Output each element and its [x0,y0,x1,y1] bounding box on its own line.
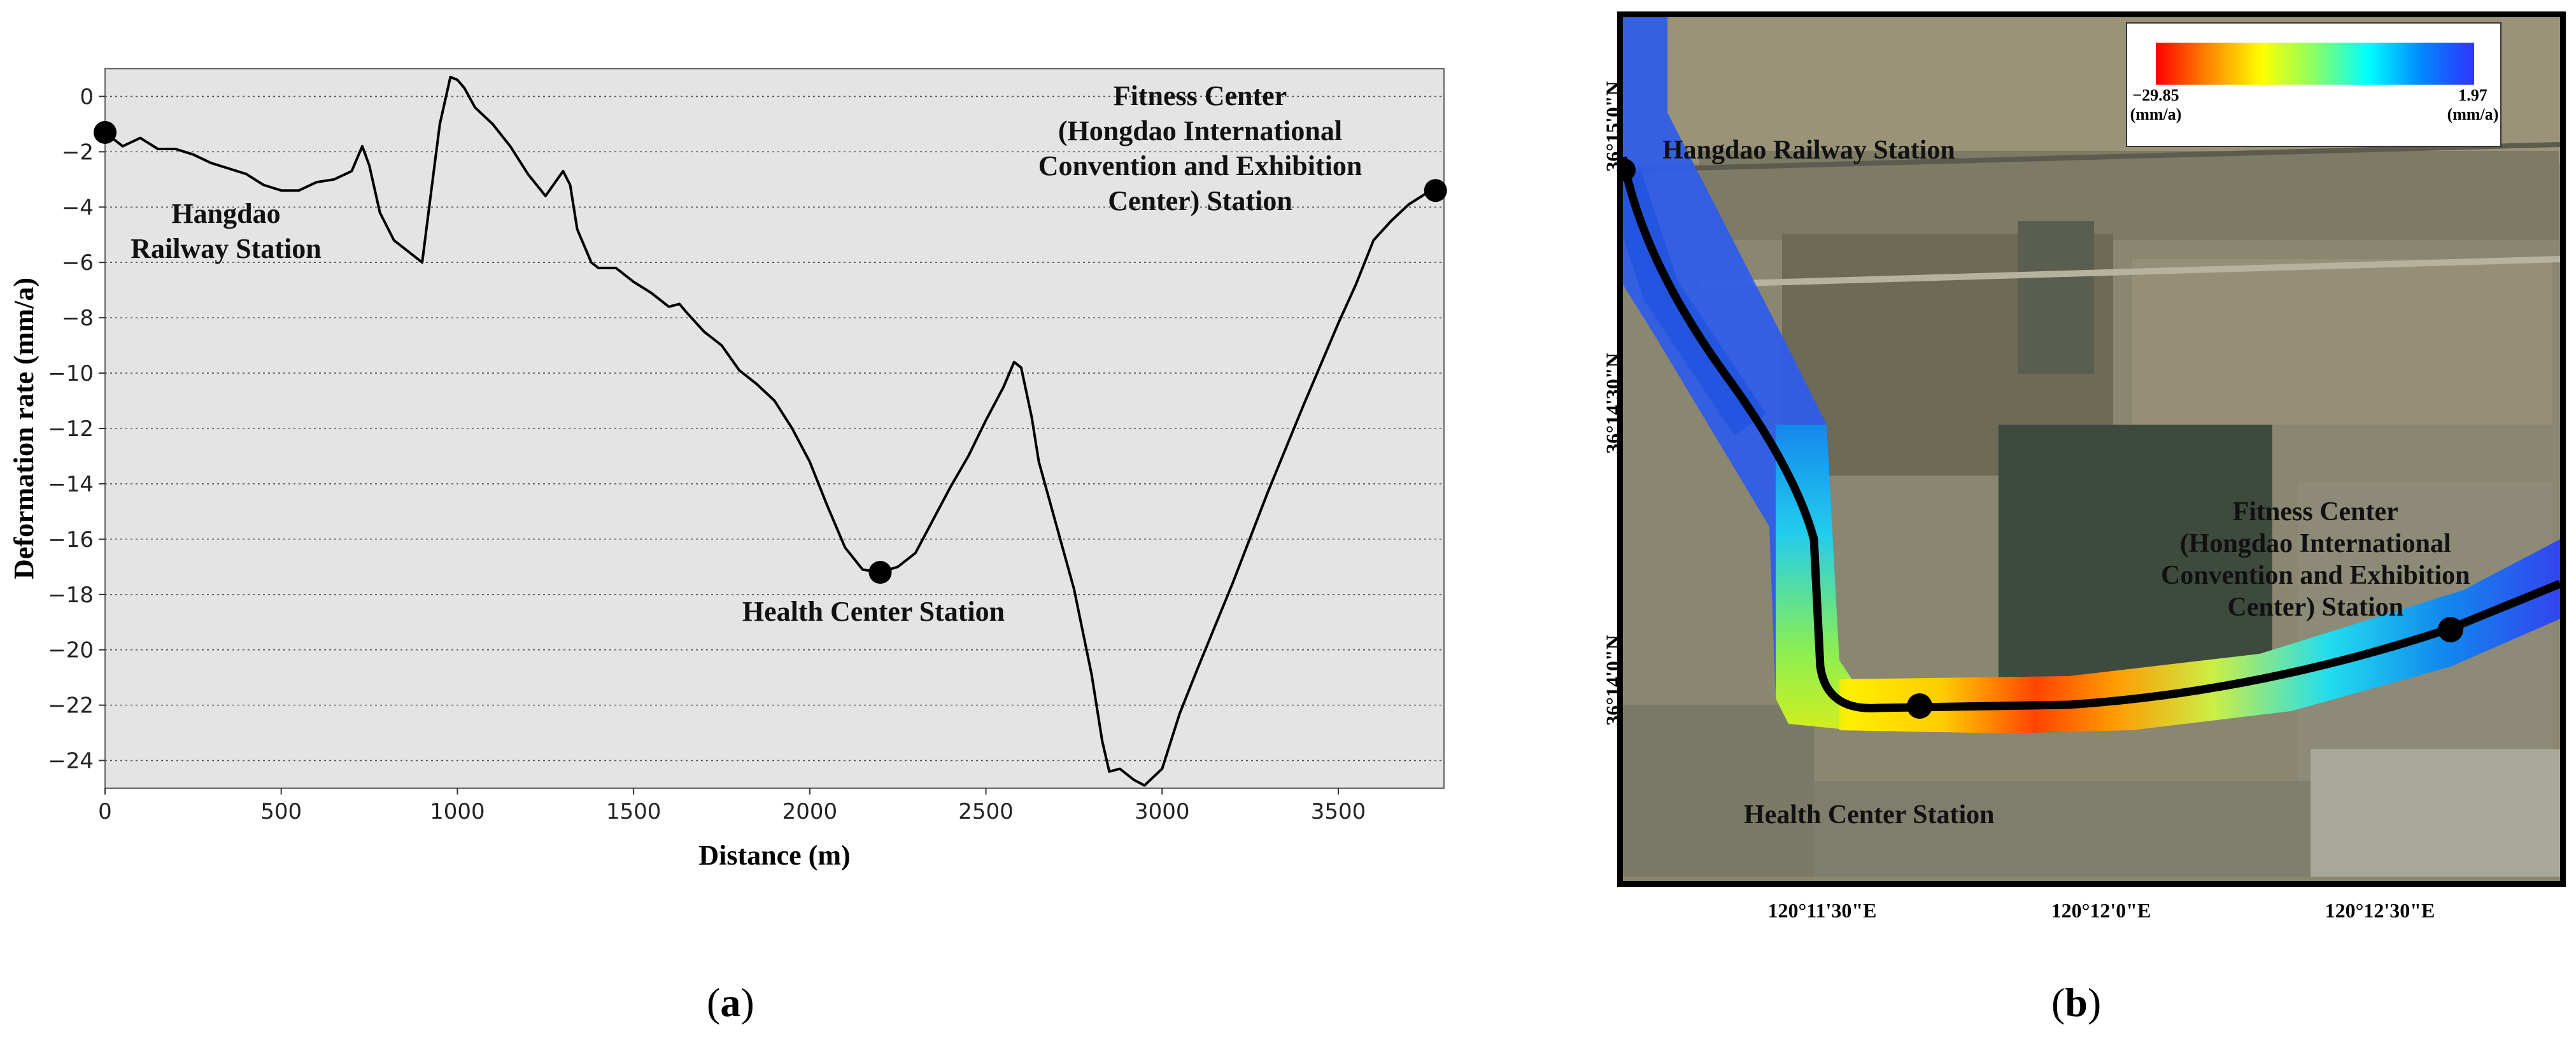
map-label-health-center: Health Center Station [1744,800,1995,830]
y-tick-label: −20 [48,638,94,663]
station-marker [868,561,892,584]
road [1623,142,2560,173]
lat-label: 36°15'0"N [1601,81,1625,172]
colorbar-legend: −29.85 (mm/a) 1.97 (mm/a) [2126,22,2502,147]
lon-label: 120°11'30"E [1767,899,1877,922]
satellite-area [2132,259,2552,425]
y-tick-label: −12 [48,416,94,442]
lat-label: 36°14'0"N [1601,635,1625,726]
y-tick-label: −2 [62,139,94,165]
deformation-map: Hangdao Railway Station Health Center St… [1617,11,2566,887]
x-tick-label: 2500 [958,799,1014,824]
x-axis-label: Distance (m) [698,840,850,871]
y-tick-label: −6 [62,250,94,276]
y-tick-label: −4 [62,195,94,220]
y-tick-label: −18 [48,583,94,608]
metro-line [1623,156,2560,712]
station-label: Hangdao [171,198,280,229]
y-tick-label: −22 [48,693,94,719]
station-marker [94,120,117,144]
y-tick-label: 0 [80,84,94,110]
satellite-area [1999,425,2272,679]
colorbar-max-label: 1.97 (mm/a) [2447,86,2499,124]
map-imagery [1623,17,2560,881]
lon-label: 120°12'0"E [2051,899,2151,922]
y-tick-label: −14 [48,472,94,497]
x-tick-label: 3000 [1135,799,1190,824]
station-label: Fitness Center [1114,80,1287,111]
x-tick-label: 2000 [782,799,838,824]
satellite-area [1814,781,2311,877]
x-tick-label: 500 [260,799,302,824]
y-axis-label: Deformation rate (mm/a) [8,278,39,579]
station-marker [1424,179,1447,202]
station-marker-hangdao [1623,159,1636,181]
map-label-hangdao: Hangdao Railway Station [1662,136,1955,165]
map-label-fitness-center: Fitness Center (Hongdao International Co… [2161,497,2470,622]
deformation-profile-chart: 0−2−4−6−8−10−12−14−16−18−20−22−240 500 100… [8,68,1447,871]
lon-label: 120°12'30"E [2325,899,2435,922]
y-tick-label: −10 [48,361,94,386]
station-label: Health Center Station [742,596,1005,627]
y-tick-label: −8 [62,306,94,331]
x-tick-label: 3500 [1311,799,1366,824]
x-tick-label: 1500 [606,799,662,824]
y-tick-label: −16 [48,527,94,553]
x-tick-label: 0 [98,799,112,824]
colorbar-gradient [2156,43,2474,85]
y-tick-label: −24 [48,749,94,774]
deformation-band-bottom [1839,539,2560,733]
road [1699,256,2560,288]
deformation-line [104,76,1436,787]
lat-label: 36°14'30"N [1601,353,1625,454]
station-marker-health-center [1907,693,1932,719]
x-tick-label: 1000 [430,799,485,824]
panel-label-a: (a) [707,980,754,1025]
satellite-area [2311,749,2560,877]
station-label: Railway Station [131,233,321,264]
satellite-area [1623,705,1814,877]
panel-label-b: (b) [2051,980,2102,1025]
satellite-area [2018,221,2094,374]
station-label: Center) Station [1108,185,1292,216]
station-label: (Hongdao International [1058,115,1342,146]
colorbar-min-label: −29.85 (mm/a) [2130,86,2182,124]
station-marker-fitness-center [2438,617,2463,642]
station-label: Convention and Exhibition [1038,150,1362,181]
